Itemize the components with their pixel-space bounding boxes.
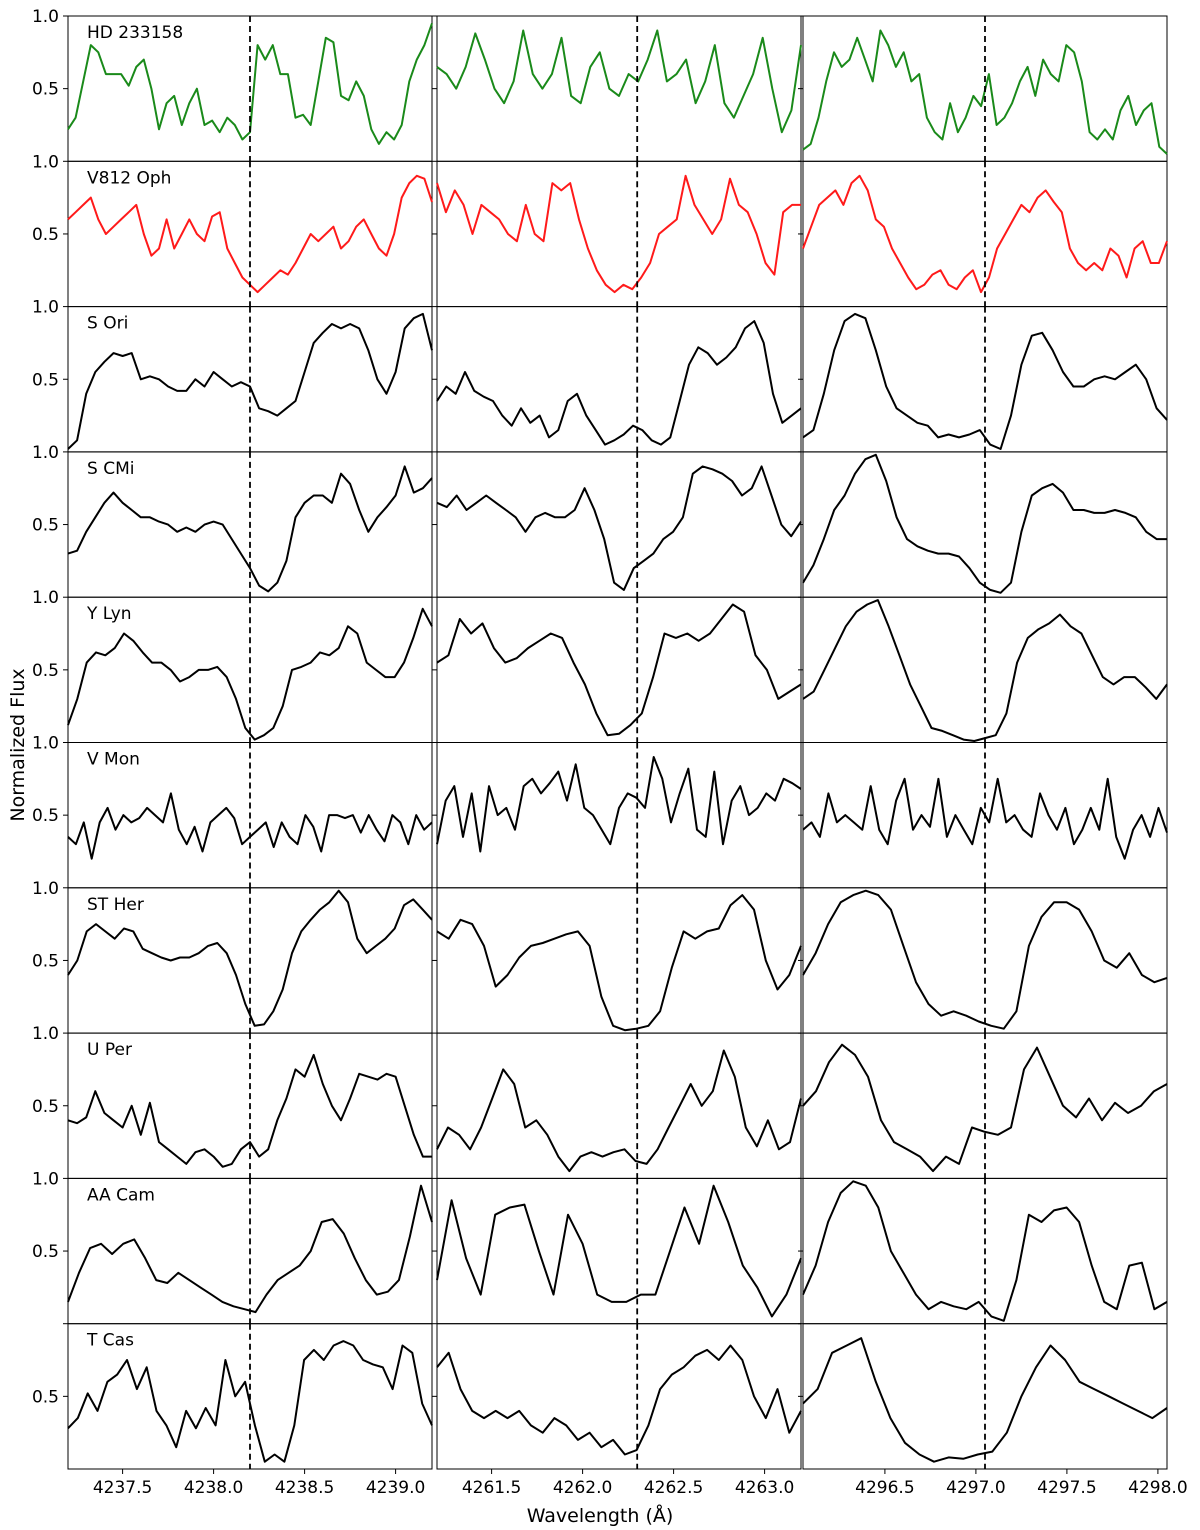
y-tick-label: 0.5 <box>32 1387 59 1407</box>
subplot-grid: 0.5 1.0 HD 233158 0.5 1.0 V812 Oph 0.5 1.0 S Ori… <box>32 7 1188 1498</box>
subplot-aa-cam-3 <box>798 1177 1168 1325</box>
y-tick-label: 0.5 <box>32 806 59 826</box>
spectrum-line <box>436 1184 802 1318</box>
subplot-hd-233158-2 <box>432 15 802 162</box>
star-label: S Ori <box>87 314 128 334</box>
x-tick-label: 4298.0 <box>1128 1478 1187 1498</box>
subplot-st-her-3 <box>798 887 1168 1034</box>
spectrum-line <box>802 1337 1168 1463</box>
subplot-hd-233158-1: 0.5 1.0 HD 233158 <box>32 7 433 162</box>
subplot-st-her-1: 0.5 1.0 ST Her <box>32 879 433 1034</box>
y-tick-label: 1.0 <box>32 879 59 899</box>
subplot-t-cas-3: 4296.5 4297.0 4297.5 4298.0 <box>798 1323 1188 1498</box>
subplot-s-cmi-1: 0.5 1.0 S CMi <box>32 443 433 598</box>
y-tick-label: 0.5 <box>32 1097 59 1117</box>
x-tick-label: 4261.5 <box>462 1478 521 1498</box>
axes-frame <box>436 887 802 1034</box>
subplot-s-ori-1: 0.5 1.0 S Ori <box>32 298 433 453</box>
spectrum-line <box>436 1049 802 1173</box>
subplot-s-ori-2 <box>432 306 802 453</box>
axes-frame <box>436 1032 802 1179</box>
y-tick-label: 1.0 <box>32 152 59 172</box>
y-axis-label: Normalized Flux <box>7 668 29 821</box>
subplot-t-cas-1: 0.5 T Cas 4237.5 4238.0 4238.5 4239.0 <box>32 1323 433 1498</box>
star-label: AA Cam <box>87 1185 155 1205</box>
spectrum-line <box>436 174 801 294</box>
x-tick-label: 4297.5 <box>1037 1478 1096 1498</box>
spectrum-line <box>436 320 802 446</box>
star-label: S CMi <box>87 459 134 479</box>
subplot-s-ori-3 <box>798 306 1168 453</box>
spectrum-line <box>802 1043 1168 1173</box>
star-label: T Cas <box>86 1331 134 1351</box>
subplot-aa-cam-2 <box>432 1177 802 1325</box>
star-label: HD 233158 <box>87 23 183 43</box>
x-tick-label: 4296.5 <box>855 1478 914 1498</box>
subplot-st-her-2 <box>432 887 802 1034</box>
spectrum-line <box>67 1053 432 1168</box>
subplot-v-mon-1: 0.5 1.0 V Mon <box>32 734 433 889</box>
x-tick-label: 4262.5 <box>644 1478 703 1498</box>
spectrum-line <box>436 756 802 853</box>
spectrum-line <box>67 607 433 741</box>
x-tick-label: 4237.5 <box>93 1478 152 1498</box>
spectrum-line <box>436 465 802 591</box>
subplot-s-cmi-2 <box>432 451 802 598</box>
y-tick-label: 1.0 <box>32 734 59 754</box>
axes-frame <box>436 742 802 889</box>
x-tick-label: 4239.0 <box>366 1478 425 1498</box>
y-tick-label: 0.5 <box>32 951 59 971</box>
subplot-u-per-3 <box>798 1032 1168 1179</box>
x-tick-label: 4263.0 <box>735 1478 794 1498</box>
y-tick-label: 0.5 <box>32 1242 59 1262</box>
spectrum-line <box>67 312 433 450</box>
x-tick-label: 4297.0 <box>946 1478 1005 1498</box>
y-tick-label: 1.0 <box>32 1169 59 1189</box>
subplot-u-per-2 <box>432 1032 802 1179</box>
axes-frame <box>436 451 802 598</box>
y-tick-label: 1.0 <box>32 298 59 318</box>
star-label: ST Her <box>87 895 144 915</box>
x-tick-label: 4262.0 <box>553 1478 612 1498</box>
subplot-v812-oph-2 <box>432 160 802 308</box>
y-tick-label: 0.5 <box>32 370 59 390</box>
subplot-s-cmi-3 <box>798 451 1168 598</box>
y-tick-label: 1.0 <box>32 588 59 608</box>
spectrum-line <box>436 894 802 1032</box>
subplot-v812-oph-3 <box>798 160 1168 308</box>
subplot-v812-oph-1: 0.5 1.0 V812 Oph <box>32 152 433 308</box>
spectrum-line <box>436 603 802 737</box>
subplot-y-lyn-2 <box>432 596 802 744</box>
y-tick-label: 0.5 <box>32 80 59 100</box>
x-tick-label: 4238.5 <box>275 1478 334 1498</box>
y-tick-label: 0.5 <box>32 225 59 245</box>
axes-frame <box>436 160 802 308</box>
y-tick-label: 1.0 <box>32 1024 59 1044</box>
subplot-aa-cam-1: 0.5 1.0 AA Cam <box>32 1169 433 1325</box>
subplot-y-lyn-1: 0.5 1.0 Y Lyn <box>32 588 433 744</box>
subplot-y-lyn-3 <box>798 596 1168 744</box>
spectrum-line <box>436 29 802 134</box>
x-axis-label: Wavelength (Å) <box>527 1504 674 1527</box>
spectrum-line <box>67 22 433 145</box>
star-label: Y Lyn <box>86 604 132 624</box>
x-tick-label: 4238.0 <box>184 1478 243 1498</box>
subplot-v-mon-2 <box>432 742 802 889</box>
y-tick-label: 0.5 <box>32 661 59 681</box>
y-tick-label: 0.5 <box>32 516 59 536</box>
subplot-hd-233158-3 <box>798 15 1168 162</box>
spectrum-line <box>67 1340 433 1463</box>
spectrum-line <box>67 465 433 593</box>
subplot-v-mon-3 <box>798 742 1168 889</box>
subplot-u-per-1: 0.5 1.0 U Per <box>32 1024 433 1179</box>
star-label: V812 Oph <box>87 168 171 188</box>
star-label: V Mon <box>87 750 140 770</box>
spectrum-line <box>67 889 433 1027</box>
y-tick-label: 1.0 <box>32 443 59 463</box>
y-tick-label: 1.0 <box>32 7 59 27</box>
spectrum-line <box>436 1344 802 1456</box>
subplot-t-cas-2: 4261.5 4262.0 4262.5 4263.0 <box>432 1323 802 1498</box>
star-label: U Per <box>87 1040 132 1060</box>
